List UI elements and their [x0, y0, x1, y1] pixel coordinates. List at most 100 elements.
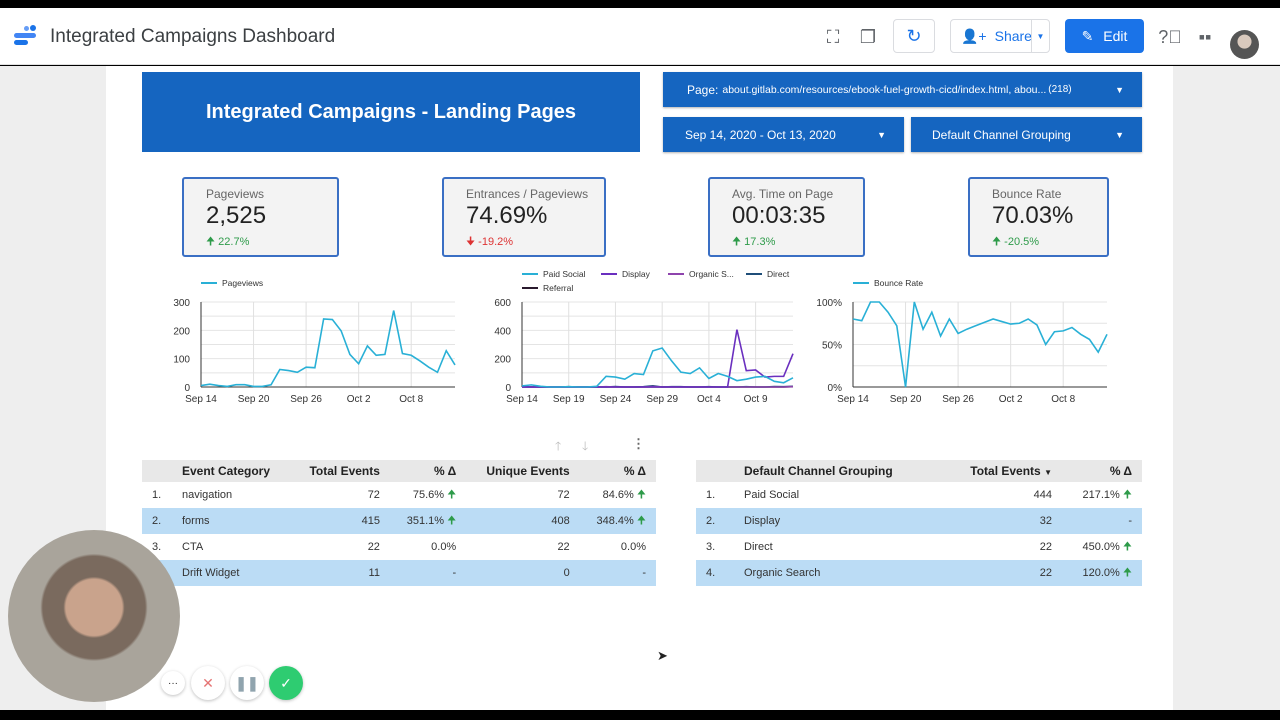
kpi-delta: 🠉 22.7% — [206, 233, 337, 252]
unique-events: 72 — [557, 489, 570, 501]
kpi-delta-value: 17.3% — [744, 236, 776, 248]
col-total-events[interactable]: Total Events ▼ — [938, 460, 1062, 482]
chevron-down-icon: ▼ — [1115, 84, 1124, 95]
edit-button[interactable]: ✎ Edit — [1065, 19, 1144, 53]
col-unique-events[interactable]: Unique Events — [466, 460, 580, 482]
event-category: CTA — [182, 541, 204, 553]
arrow-up-icon: 🠉 — [992, 236, 1002, 248]
pct-change-value: - — [452, 567, 457, 579]
arrow-up-icon: 🠉 — [1122, 566, 1132, 579]
total-events: 32 — [938, 508, 1062, 534]
refresh-button[interactable]: ↻ — [893, 19, 935, 53]
event-category: navigation — [182, 489, 233, 501]
pct-change-value: - — [1128, 515, 1132, 527]
kpi-delta: 🠉 -20.5% — [992, 233, 1107, 252]
refresh-icon: ↻ — [906, 25, 922, 46]
channel-name: Paid Social — [744, 489, 800, 501]
sort-descending-icon[interactable]: 🡓 — [582, 439, 589, 453]
total-events: 444 — [1033, 489, 1052, 501]
arrow-up-icon: 🠉 — [732, 236, 742, 248]
cancel-recording-button[interactable]: ✕ — [191, 666, 225, 700]
more-button[interactable]: ··· — [161, 671, 185, 695]
pct-change-unique: 348.4% 🠉 — [579, 508, 656, 534]
pct-change: 75.6% 🠉 — [390, 482, 466, 508]
row-number: 4. — [696, 560, 734, 586]
row-number: 2. — [142, 508, 172, 534]
col-event-category[interactable]: Event Category — [172, 460, 291, 482]
share-label: Share — [994, 28, 1032, 44]
table-row[interactable]: 2. forms 415 351.1% 🠉 408 348.4% 🠉 — [142, 508, 656, 534]
col-pct-change[interactable]: % Δ — [1062, 460, 1142, 482]
table-row[interactable]: 3. CTA 22 0.0% 22 0.0% — [142, 534, 656, 560]
kpi-label: Pageviews — [206, 187, 265, 201]
data-studio-logo[interactable] — [12, 24, 38, 50]
finish-recording-button[interactable]: ✓ — [269, 666, 303, 700]
pct-change: - — [1062, 508, 1142, 534]
apps-icon[interactable]: ▪▪ — [1198, 27, 1212, 47]
chevron-down-icon: ▼ — [1115, 129, 1124, 140]
sort-ascending-icon[interactable]: 🡑 — [555, 439, 562, 453]
total-events: 22 — [1039, 541, 1052, 553]
date-range-value: Sep 14, 2020 - Oct 13, 2020 — [685, 127, 836, 142]
page-filter[interactable]: Page: about.gitlab.com/resources/ebook-f… — [663, 72, 1142, 107]
kpi-delta: 🠉 17.3% — [732, 233, 863, 252]
channel-name: Direct — [744, 541, 773, 553]
col-pct-change-unique[interactable]: % Δ — [579, 460, 656, 482]
row-number: 3. — [706, 541, 716, 553]
col-channel[interactable]: Default Channel Grouping — [734, 460, 939, 482]
kpi-value: 2,525 — [206, 202, 267, 229]
col-pct-change[interactable]: % Δ — [389, 460, 467, 482]
table-row[interactable]: 1. Paid Social 444 217.1% 🠉 — [696, 482, 1142, 508]
check-icon: ✓ — [280, 674, 292, 691]
unique-events: 408 — [466, 508, 580, 534]
pct-change-value: 217.1% — [1082, 488, 1120, 501]
arrow-up-icon: 🠉 — [1122, 540, 1132, 553]
copy-icon[interactable]: ❐ — [859, 27, 877, 47]
close-icon: ✕ — [202, 674, 214, 691]
pct-change: 450.0% 🠉 — [1062, 534, 1142, 560]
pause-recording-button[interactable]: ❚❚ — [230, 666, 264, 700]
pct-change-value: - — [642, 567, 646, 579]
row-number: 3. — [152, 541, 162, 553]
mouse-cursor-icon: ➤ — [657, 648, 668, 663]
fullscreen-icon[interactable]: ⛶ — [826, 27, 840, 47]
channel-table: Default Channel Grouping Total Events ▼ … — [696, 460, 1142, 586]
arrow-up-icon: 🠉 — [636, 514, 646, 527]
share-button[interactable]: 👤+ Share ▼ — [950, 19, 1050, 53]
arrow-up-icon: 🠉 — [447, 488, 457, 501]
pct-change-value: 450.0% — [1082, 540, 1120, 553]
kpi-value: 74.69% — [466, 202, 548, 229]
total-events: 22 — [367, 541, 380, 553]
table-row[interactable]: 3. Direct 22 450.0% 🠉 — [696, 534, 1142, 560]
channel-filter[interactable]: Default Channel Grouping ▼ — [911, 117, 1142, 152]
pct-change-unique: 84.6% 🠉 — [580, 482, 656, 508]
table-row[interactable]: 4. Organic Search 22 120.0% 🠉 — [696, 560, 1142, 586]
total-events: 415 — [290, 508, 390, 534]
help-icon[interactable]: ?⃝ — [1158, 27, 1182, 47]
pause-icon: ❚❚ — [235, 674, 259, 691]
kpi-label: Entrances / Pageviews — [466, 187, 589, 201]
kpi-card: Avg. Time on Page 00:03:35 🠉 17.3% — [708, 177, 865, 257]
kpi-delta: 🠋 -19.2% — [466, 233, 604, 252]
date-range-picker[interactable]: Sep 14, 2020 - Oct 13, 2020 ▼ — [663, 117, 904, 152]
app-header: Integrated Campaigns Dashboard ⛶ ❐ ↻ 👤+ S… — [0, 8, 1280, 65]
table-row[interactable]: 2. Display 32 - — [696, 508, 1142, 534]
col-total-events[interactable]: Total Events — [290, 460, 390, 482]
share-dropdown-icon[interactable]: ▼ — [1031, 20, 1049, 52]
table-row[interactable]: Drift Widget 11-0- — [142, 560, 656, 586]
edit-label: Edit — [1103, 28, 1128, 44]
page-filter-value: about.gitlab.com/resources/ebook-fuel-gr… — [722, 83, 1047, 96]
table-header: Default Channel Grouping Total Events ▼ … — [696, 460, 1142, 482]
channel-name: Display — [734, 508, 939, 534]
arrow-up-icon: 🠉 — [206, 236, 216, 248]
kpi-delta-value: 22.7% — [218, 236, 250, 248]
kpi-value: 70.03% — [992, 202, 1074, 229]
total-events: 11 — [290, 560, 390, 586]
table-row[interactable]: 1. navigation 72 75.6% 🠉 72 84.6% 🠉 — [142, 482, 656, 508]
pct-change-value: 348.4% — [596, 514, 634, 527]
unique-events: 0 — [466, 560, 580, 586]
more-options-icon[interactable]: ⋮ — [632, 436, 645, 451]
webcam-video — [8, 530, 180, 702]
user-avatar[interactable] — [1230, 30, 1259, 59]
report-title[interactable]: Integrated Campaigns Dashboard — [50, 26, 336, 47]
